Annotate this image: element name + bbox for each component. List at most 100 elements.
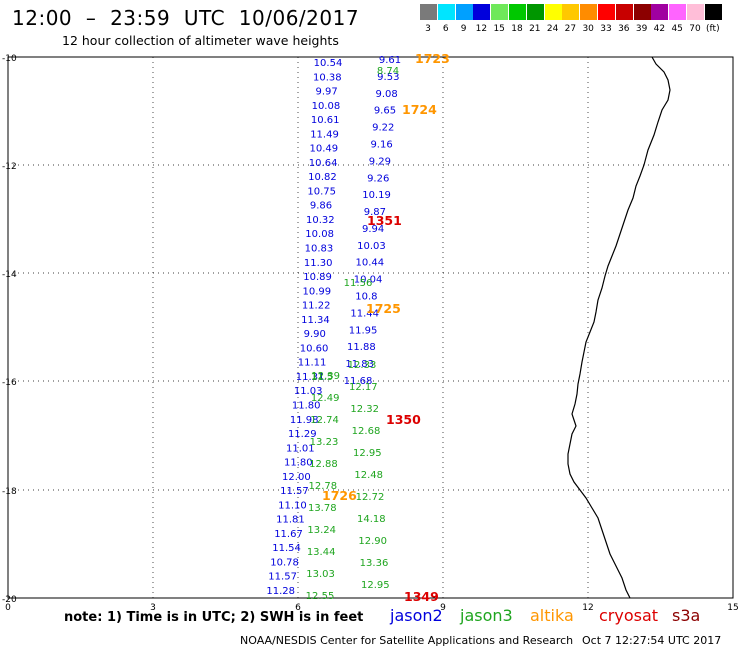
scale-label: 33: [600, 24, 612, 34]
track-number-label: 1726: [322, 488, 357, 503]
wave-height-value: 12.95: [361, 580, 390, 591]
wave-height-value: 10.83: [305, 244, 334, 255]
wave-height-value: 13.36: [360, 558, 389, 569]
wave-height-value: 12.49: [311, 393, 340, 404]
coastline: [567, 56, 671, 599]
scale-label: 6: [442, 24, 449, 34]
lon-label: 6: [295, 603, 301, 613]
wave-height-value: 9.26: [367, 173, 389, 184]
wave-height-value: 9.61: [379, 55, 401, 66]
scale-swatch: [615, 4, 633, 20]
scale-swatch: [509, 4, 526, 20]
legend-jason3: jason3: [460, 606, 513, 625]
wave-height-value: 10.38: [313, 72, 342, 83]
wave-height-value: 12.00: [282, 472, 311, 483]
scale-swatch: [598, 4, 615, 20]
wave-height-value: 12.48: [354, 470, 383, 481]
wave-height-value: 11.83: [345, 359, 374, 370]
wave-height-value: 10.08: [305, 229, 334, 240]
wave-height-value: 10.49: [309, 144, 338, 155]
wave-height-value: 10.8: [355, 292, 377, 303]
scale-swatch: [544, 4, 562, 20]
scale-label: 18: [511, 24, 523, 34]
wave-height-value: 12.95: [353, 448, 382, 459]
legend-s3a: s3a: [672, 606, 701, 625]
wave-height-value: 10.89: [303, 272, 332, 283]
lon-label: 3: [150, 603, 156, 613]
wave-height-value: 11.30: [304, 258, 333, 269]
track-number-label: 1351: [367, 213, 402, 228]
wave-height-value: 9.87: [364, 207, 386, 218]
wave-height-value: 10.61: [311, 115, 340, 126]
wave-height-value: 12.17: [349, 382, 378, 393]
wave-height-value: 10.54: [314, 58, 343, 69]
wave-height-value: 10.08: [312, 101, 341, 112]
credit-line: NOAA/NESDIS Center for Satellite Applica…: [240, 634, 574, 647]
track-number-label: 1723: [415, 51, 450, 66]
lon-label: 0: [5, 603, 11, 613]
wave-height-value: 9.22: [372, 123, 394, 134]
wave-height-value: 12.33: [348, 360, 377, 371]
track-number-label: 1724: [402, 102, 437, 117]
wave-height-value: 11.68: [344, 376, 373, 387]
wave-height-value: 12.39: [311, 371, 340, 382]
scale-label: 30: [582, 24, 594, 34]
scale-label: 36: [618, 24, 630, 34]
generation-timestamp: Oct 7 12:27:54 UTC 2017: [582, 634, 722, 647]
scale-swatch: [526, 4, 544, 20]
wave-height-value: 10.19: [362, 190, 391, 201]
scale-swatch: [473, 4, 491, 20]
wave-height-value: 11.31: [296, 372, 325, 383]
wave-height-value: 11.67: [274, 529, 303, 540]
wave-height-value: 12.78: [309, 481, 338, 492]
wave-height-value: 9.86: [310, 201, 332, 212]
wave-height-value: 9.29: [369, 156, 391, 167]
wave-height-value: 10.04: [354, 275, 383, 286]
scale-label: 15: [493, 24, 505, 34]
wave-height-value: 13.78: [308, 503, 337, 514]
wave-height-value: 10.75: [307, 186, 336, 197]
wave-height-value: 11.29: [288, 429, 317, 440]
wave-height-value: 12.68: [352, 426, 381, 437]
map-frame: [7, 56, 734, 599]
scale-label: 3: [425, 24, 431, 34]
wave-height-value: 14.18: [357, 514, 386, 525]
wave-height-value: 10.78: [270, 557, 299, 568]
lat-label: -16: [2, 378, 17, 388]
legend-jason2: jason2: [390, 606, 443, 625]
map-subtitle: 12 hour collection of altimeter wave hei…: [62, 33, 339, 48]
scale-label: 21: [529, 24, 541, 34]
wave-height-value: 13.24: [307, 525, 336, 536]
wave-height-value: 9.08: [375, 89, 397, 100]
scale-swatch: [669, 4, 687, 20]
wave-height-value: 12.32: [350, 404, 379, 415]
wave-height-value: 9.94: [362, 224, 384, 235]
wave-height-value: 13.03: [306, 569, 335, 580]
wave-height-value: 11.81: [276, 515, 305, 526]
wave-height-value: 11.98: [290, 415, 319, 426]
scale-swatch: [562, 4, 580, 20]
scale-label: 39: [635, 24, 648, 34]
wave-height-value: 11.57: [268, 572, 297, 583]
scale-label: 24: [546, 24, 559, 34]
scale-swatch: [580, 4, 598, 20]
lat-label: -10: [2, 54, 17, 64]
wave-height-value: 10.64: [309, 158, 338, 169]
scale-label: 12: [475, 24, 488, 34]
wave-height-value: 11.22: [302, 301, 331, 312]
footnote: note: 1) Time is in UTC; 2) SWH is in fe…: [64, 610, 364, 625]
wave-height-value: 11.5: [311, 372, 333, 383]
legend-cryosat: cryosat: [599, 606, 659, 625]
wave-height-value: 10.60: [300, 343, 329, 354]
wave-height-value: 9.65: [374, 106, 396, 117]
scale-swatch: [687, 4, 704, 20]
wave-height-value: 13.23: [310, 437, 339, 448]
track-number-label: 1350: [386, 412, 421, 427]
wave-height-value: 12.90: [358, 536, 387, 547]
track-number-label: 1349: [404, 589, 439, 604]
wave-height-value: 11.11: [298, 358, 327, 369]
wave-height-value: 11.28: [266, 586, 295, 597]
wave-height-value: 11.88: [347, 342, 376, 353]
wave-height-value: 12.88: [309, 459, 338, 470]
wave-height-value: 11.34: [301, 315, 330, 326]
